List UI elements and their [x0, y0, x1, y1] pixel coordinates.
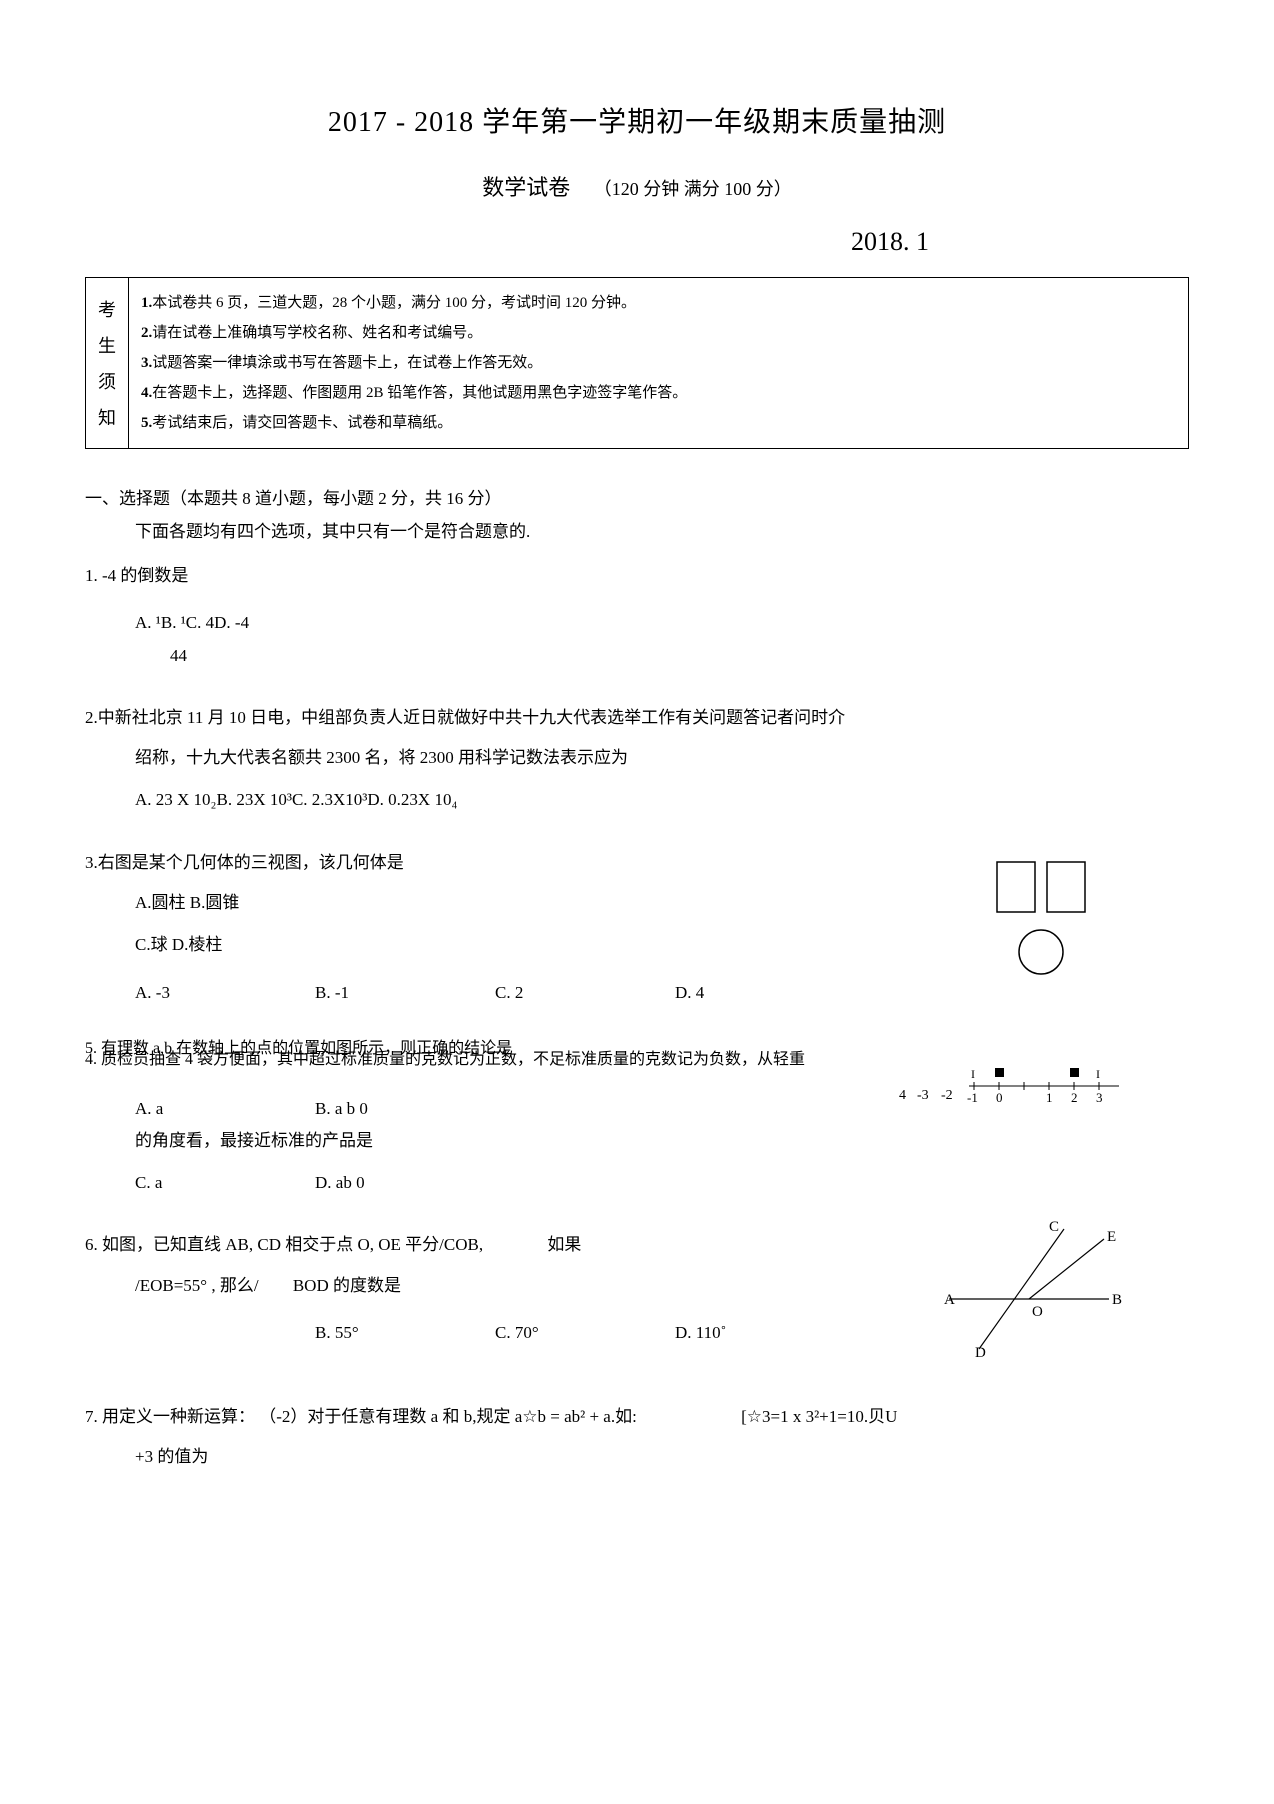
exam-title: 2017 - 2018 学年第一学期初一年级期末质量抽测 — [85, 100, 1189, 140]
p45-opt-b1: B. a b 0 — [315, 1093, 495, 1125]
p3-opts-ab: A.圆柱 B.圆锥 — [135, 887, 989, 919]
nl-top: I — [971, 1067, 975, 1081]
p6-stem2: /EOB=55° , 那么/ BOD 的度数是 — [135, 1270, 929, 1302]
subtitle-extra: （120 分钟 满分 100 分） — [594, 179, 792, 199]
nl-tick: -2 — [941, 1088, 953, 1103]
p6-opt-d: D. 110˚ — [675, 1317, 855, 1349]
problem-6: 6. 如图，已知直线 AB, CD 相交于点 O, OE 平分/COB, 如果 … — [85, 1229, 1189, 1370]
notice-item: 2.请在试卷上准确填写学校名称、姓名和考试编号。 — [141, 318, 1176, 348]
notice-item: 1.本试卷共 6 页，三道大题，28 个小题，满分 100 分，考试时间 120… — [141, 288, 1176, 318]
p2-stem: 2.中新社北京 11 月 10 日电，中组部负责人近日就做好中共十九大代表选举工… — [85, 702, 1189, 734]
p7-tail: [☆3=1 x 3²+1=10.贝U — [741, 1407, 897, 1426]
notice-side-char: 生 — [98, 332, 116, 358]
p45-opt-a2: C. a — [135, 1167, 315, 1199]
notice-side-char: 考 — [98, 296, 116, 322]
subtitle-main: 数学试卷 — [482, 175, 570, 200]
nl-point-b — [1070, 1068, 1079, 1077]
notice-num: 4. — [141, 385, 152, 401]
notice-items: 1.本试卷共 6 页，三道大题，28 个小题，满分 100 分，考试时间 120… — [129, 278, 1188, 448]
p6-stem-text: 6. 如图，已知直线 AB, CD 相交于点 O, OE 平分/COB, — [85, 1235, 483, 1254]
nl-label: 1 — [1046, 1090, 1053, 1105]
nl-tick: -3 — [917, 1088, 929, 1103]
p6-stem: 6. 如图，已知直线 AB, CD 相交于点 O, OE 平分/COB, 如果 — [85, 1229, 929, 1261]
notice-num: 2. — [141, 325, 152, 341]
problem-3: 3.右图是某个几何体的三视图，该几何体是 A.圆柱 B.圆锥 C.球 D.棱柱 … — [85, 847, 1189, 1009]
p7-cont: +3 的值为 — [135, 1441, 1189, 1473]
p1-options: A. ¹B. ¹C. 4D. -4 — [135, 607, 249, 639]
three-view-figure — [989, 857, 1109, 988]
notice-text: 试题答案一律填涂或书写在答题卡上，在试卷上作答无效。 — [152, 355, 542, 371]
p7-stem: 7. 用定义一种新运算： （-2）对于任意有理数 a 和 b,规定 a☆b = … — [85, 1401, 1189, 1433]
label-C: C — [1049, 1219, 1059, 1235]
notice-side-char: 知 — [98, 404, 116, 430]
nl-point-a — [995, 1068, 1004, 1077]
angle-diagram-figure: A B C D E O — [929, 1219, 1129, 1370]
label-E: E — [1107, 1229, 1116, 1245]
p45-opt-b2: D. ab 0 — [315, 1167, 495, 1199]
p4-stem: 4. 质检员抽查 4 袋方便面，其中超过标准质量的克数记为正数，不足标准质量的克… — [85, 1050, 899, 1071]
p3-stem: 3.右图是某个几何体的三视图，该几何体是 — [85, 847, 989, 879]
notice-box: 考 生 须 知 1.本试卷共 6 页，三道大题，28 个小题，满分 100 分，… — [85, 277, 1189, 449]
number-line-figure: 4 -3 -2 I I -1 0 1 2 — [899, 1064, 1129, 1125]
p4-mid: 的角度看，最接近标准的产品是 — [135, 1125, 899, 1157]
notice-item: 5.考试结束后，请交回答题卡、试卷和草稿纸。 — [141, 408, 1176, 438]
nl-tick: 4 — [899, 1088, 906, 1103]
notice-text: 请在试卷上准确填写学校名称、姓名和考试编号。 — [152, 325, 482, 341]
p6-opt-c: C. 70° — [495, 1317, 675, 1349]
p4-opt-b: B. -1 — [315, 977, 495, 1009]
exam-date: 2018. 1 — [85, 227, 929, 257]
notice-num: 5. — [141, 415, 152, 431]
p6-opt-b: B. 55° — [315, 1317, 495, 1349]
problem-2: 2.中新社北京 11 月 10 日电，中组部负责人近日就做好中共十九大代表选举工… — [85, 702, 1189, 817]
nl-label: 3 — [1096, 1090, 1103, 1105]
p1-stem: 1. -4 的倒数是 — [85, 560, 1189, 592]
label-O: O — [1032, 1304, 1043, 1320]
p2-opts: A. 23 X 10₂B. 23X 10³C. 2.3X10³D. 0.23X … — [135, 784, 1189, 816]
p6-stem2-a: /EOB=55° , 那么/ — [135, 1276, 259, 1295]
nl-label: 0 — [996, 1090, 1003, 1105]
nl-label: -1 — [967, 1090, 978, 1105]
p1-options-2: 44 — [170, 640, 187, 672]
notice-side-label: 考 生 须 知 — [86, 278, 129, 448]
p3-opts-cd: C.球 D.棱柱 — [135, 929, 989, 961]
section-1-sub: 下面各题均有四个选项，其中只有一个是符合题意的. — [135, 517, 1189, 542]
section-1-header: 一、选择题（本题共 8 道小题，每小题 2 分，共 16 分） — [85, 484, 1189, 509]
notice-text: 考试结束后，请交回答题卡、试卷和草稿纸。 — [152, 415, 452, 431]
nl-label: 2 — [1071, 1090, 1078, 1105]
p6-stem2-b: BOD 的度数是 — [293, 1276, 401, 1295]
subtitle-row: 数学试卷 （120 分钟 满分 100 分） — [85, 170, 1189, 202]
notice-item: 3.试题答案一律填涂或书写在答题卡上，在试卷上作答无效。 — [141, 348, 1176, 378]
nl-top: I — [1096, 1067, 1100, 1081]
notice-item: 4.在答题卡上，选择题、作图题用 2B 铅笔作答，其他试题用黑色字迹签字笔作答。 — [141, 378, 1176, 408]
notice-text: 在答题卡上，选择题、作图题用 2B 铅笔作答，其他试题用黑色字迹签字笔作答。 — [152, 385, 687, 401]
problem-4-5: 5. 有理数 a,b 在数轴上的点的位置如图所示，则正确的结论是 4. 质检员抽… — [85, 1039, 1189, 1199]
p4-opt-d: D. 4 — [675, 977, 855, 1009]
problem-1: 1. -4 的倒数是 A. ¹B. ¹C. 4D. -4 44 — [85, 560, 1189, 672]
p6-stem-tail: 如果 — [547, 1235, 581, 1254]
p7-stem-text: 7. 用定义一种新运算： （-2）对于任意有理数 a 和 b,规定 a☆b = … — [85, 1407, 637, 1426]
p45-opt-a1: A. a — [135, 1093, 315, 1125]
p4-opt-c: C. 2 — [495, 977, 675, 1009]
exam-page: 2017 - 2018 学年第一学期初一年级期末质量抽测 数学试卷 （120 分… — [0, 0, 1274, 1804]
label-A: A — [944, 1292, 955, 1308]
notice-num: 1. — [141, 295, 152, 311]
p4-opt-a: A. -3 — [135, 977, 315, 1009]
notice-side-char: 须 — [98, 368, 116, 394]
label-B: B — [1112, 1292, 1122, 1308]
notice-text: 本试卷共 6 页，三道大题，28 个小题，满分 100 分，考试时间 120 分… — [152, 295, 636, 311]
label-D: D — [975, 1345, 986, 1359]
problem-7: 7. 用定义一种新运算： （-2）对于任意有理数 a 和 b,规定 a☆b = … — [85, 1401, 1189, 1474]
notice-num: 3. — [141, 355, 152, 371]
p2-cont: 绍称，十九大代表名额共 2300 名，将 2300 用科学记数法表示应为 — [135, 742, 1189, 774]
